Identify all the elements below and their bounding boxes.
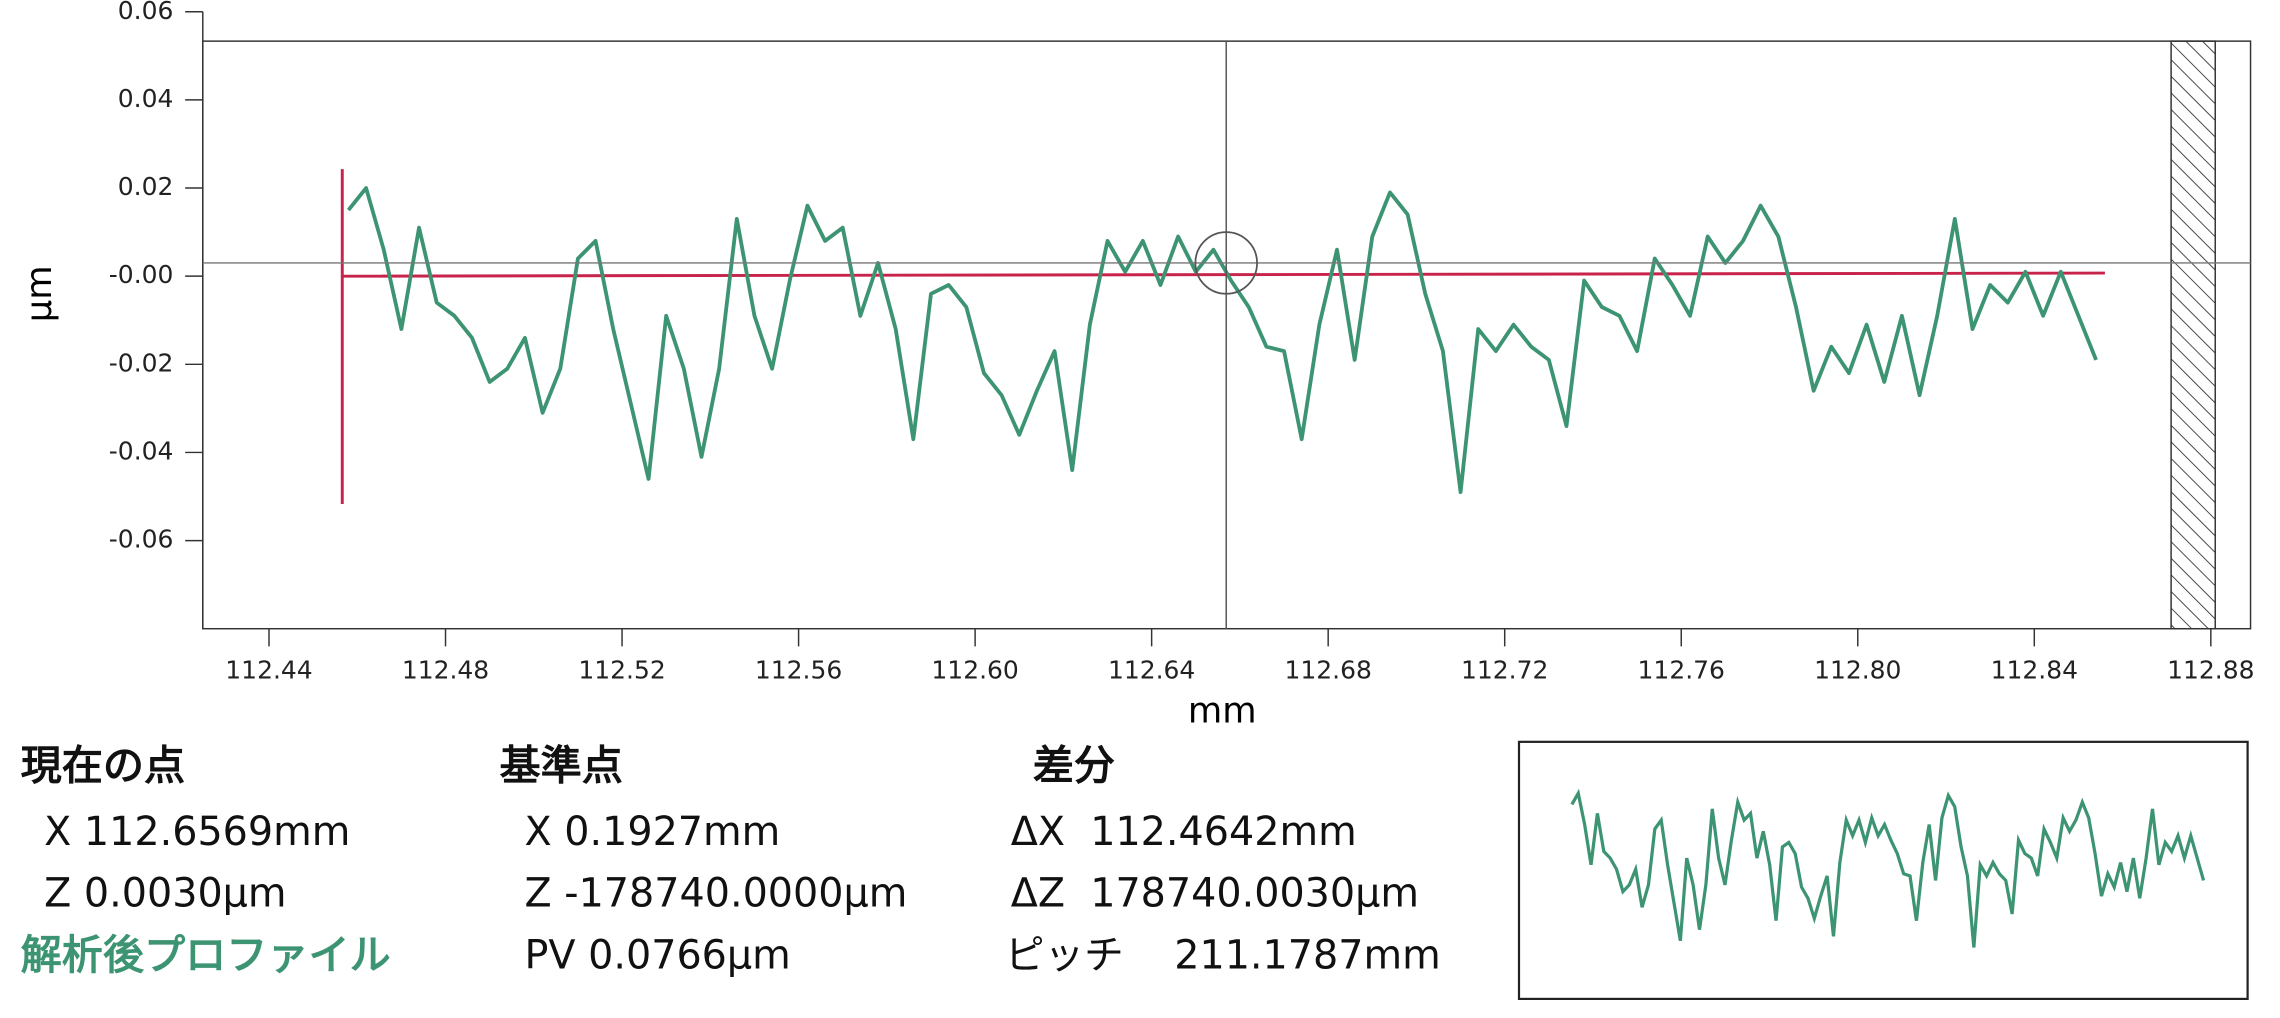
base-x: X 0.1927mm xyxy=(524,809,780,855)
excluded-region xyxy=(2170,40,2216,630)
x-tick-label: 112.88 xyxy=(2167,655,2254,684)
current-z: Z 0.0030µm xyxy=(44,871,286,917)
x-tick-label: 112.84 xyxy=(1991,655,2078,684)
overview-frame xyxy=(1517,740,2249,1001)
profile-label: 解析後プロファイル xyxy=(21,931,391,979)
x-tick-label: 112.56 xyxy=(755,655,842,684)
x-axis-label: mm xyxy=(1188,690,1257,731)
base-pv: PV 0.0766µm xyxy=(524,932,790,978)
x-tick-label: 112.60 xyxy=(931,655,1018,684)
diff-heading: 差分 xyxy=(1033,741,1115,789)
overview-line xyxy=(1570,788,2206,948)
profile-line xyxy=(346,186,2098,495)
x-tick-label: 112.80 xyxy=(1814,655,1901,684)
y-tick-label: 0.04 xyxy=(118,84,174,113)
y-tick-label: 0.06 xyxy=(118,0,174,25)
x-tick-label: 112.44 xyxy=(225,655,312,684)
x-tick-label: 112.76 xyxy=(1638,655,1725,684)
y-tick-label: 0.02 xyxy=(118,172,174,201)
y-axis-label: µm xyxy=(19,265,60,322)
current-heading: 現在の点 xyxy=(21,741,186,789)
base-heading: 基準点 xyxy=(500,741,623,789)
x-tick-label: 112.68 xyxy=(1284,655,1371,684)
y-tick-label: -0.06 xyxy=(109,525,174,554)
y-tick-label: -0.04 xyxy=(109,436,174,465)
x-tick-label: 112.52 xyxy=(578,655,665,684)
cursor-marker xyxy=(1194,231,1258,295)
x-tick-label: 112.64 xyxy=(1108,655,1195,684)
diff-z: ΔZ 178740.0030µm xyxy=(1011,871,1419,917)
diff-x: ΔX 112.4642mm xyxy=(1011,809,1357,855)
x-tick-label: 112.72 xyxy=(1461,655,1548,684)
reference-line xyxy=(340,169,2105,505)
current-x: X 112.6569mm xyxy=(44,809,350,855)
y-tick-label: -0.00 xyxy=(109,260,174,289)
diff-pitch: ピッチ 211.1787mm xyxy=(1005,932,1441,978)
x-tick-label: 112.48 xyxy=(402,655,489,684)
y-tick-label: -0.02 xyxy=(109,348,174,377)
base-z: Z -178740.0000µm xyxy=(524,871,907,917)
